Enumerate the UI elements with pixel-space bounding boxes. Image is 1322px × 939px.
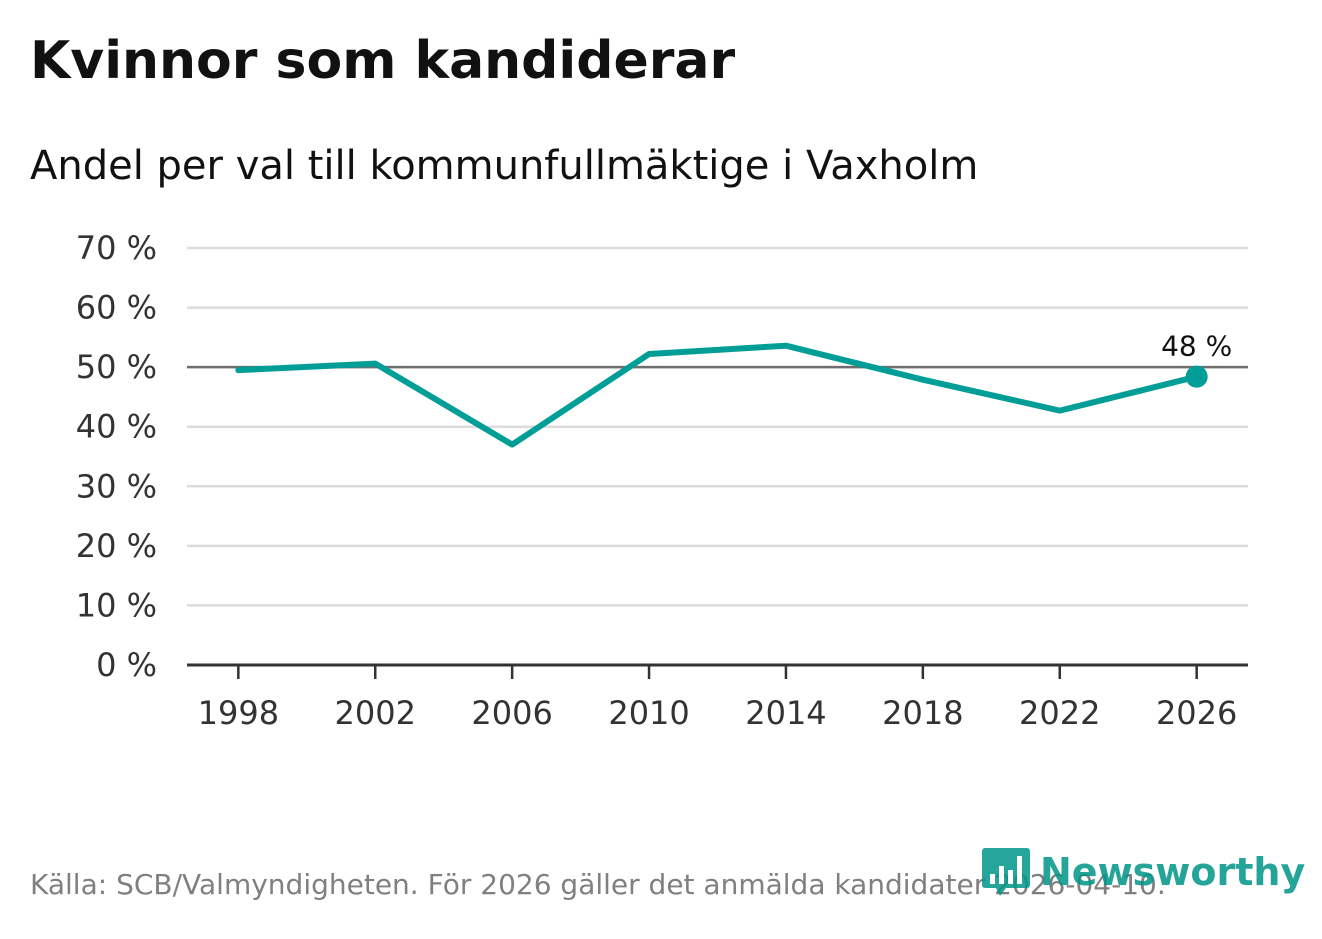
y-tick-label: 10 %	[76, 586, 157, 624]
data-labels: 48 %	[1161, 330, 1232, 363]
y-tick-label: 30 %	[76, 467, 157, 505]
y-tick-label: 40 %	[76, 408, 157, 446]
series	[235, 342, 1208, 448]
highlight-value-label: 48 %	[1161, 330, 1232, 363]
axes: 0 % 10 % 20 % 30 % 40 % 50 % 60 % 70 % 1998 2002 2…	[76, 229, 1248, 732]
highlight-point	[1185, 365, 1208, 388]
gridlines	[187, 246, 1248, 607]
brand-name: Newsworthy	[1040, 850, 1306, 894]
x-tick-label: 2014	[745, 694, 826, 732]
newsworthy-logo: Newsworthy	[982, 848, 1305, 908]
x-tick-label: 2010	[608, 694, 689, 732]
x-tick-label: 2006	[471, 694, 552, 732]
series-line	[235, 342, 1200, 448]
y-tick-label: 60 %	[76, 289, 157, 327]
source-note: Källa: SCB/Valmyndigheten. För 2026 gäll…	[30, 868, 1166, 901]
y-tick-label: 70 %	[76, 229, 157, 267]
x-tick-label: 1998	[198, 694, 279, 732]
chart-title: Kvinnor som kandiderar	[30, 31, 736, 91]
x-tick-label: 2018	[882, 694, 963, 732]
y-tick-label: 50 %	[76, 348, 157, 386]
y-tick-label: 0 %	[96, 646, 157, 684]
x-tick-label: 2002	[335, 694, 416, 732]
line-chart: 0 % 10 % 20 % 30 % 40 % 50 % 60 % 70 % 1998 2002 2…	[76, 229, 1248, 732]
x-tick-label: 2022	[1019, 694, 1100, 732]
chart-subtitle: Andel per val till kommunfullmäktige i V…	[30, 143, 979, 189]
y-tick-label: 20 %	[76, 527, 157, 565]
x-tick-label: 2026	[1156, 694, 1237, 732]
newsworthy-chart-icon	[982, 848, 1030, 896]
